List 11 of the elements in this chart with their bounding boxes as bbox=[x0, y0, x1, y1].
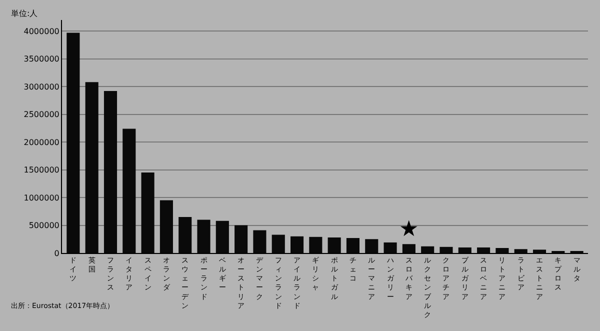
y-tick-label: 4000000 bbox=[24, 26, 60, 36]
y-tick-label: 3000000 bbox=[24, 82, 60, 92]
y-tick-label: 1000000 bbox=[24, 193, 60, 202]
annotation: ★ bbox=[399, 217, 419, 242]
y-tick-label: 2500000 bbox=[24, 110, 60, 120]
y-tick-label: 2000000 bbox=[24, 138, 60, 147]
y-tick-label: 1500000 bbox=[24, 166, 60, 175]
y-tick-label: 500000 bbox=[28, 221, 60, 230]
y-tick-label: 3500000 bbox=[24, 54, 60, 64]
y-axis-title: 単位:人 bbox=[11, 9, 38, 18]
y-tick-label: 0 bbox=[54, 248, 60, 258]
